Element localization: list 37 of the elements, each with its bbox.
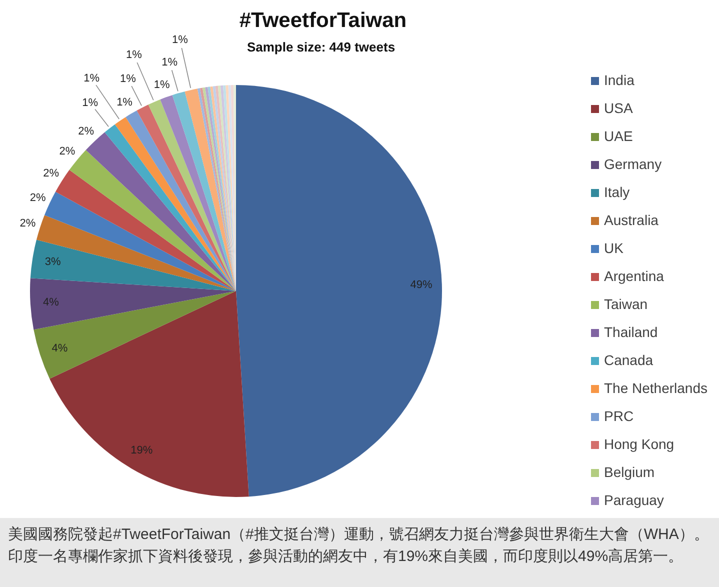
legend-label: USA (604, 100, 634, 116)
data-label: 49% (410, 279, 433, 292)
data-label: 1% (82, 96, 98, 109)
legend-label: The Netherlands (604, 380, 708, 396)
data-label: 2% (30, 192, 46, 204)
legend-label: Argentina (604, 268, 664, 284)
chart-subtitle: Sample size: 449 tweets (246, 40, 396, 55)
data-label: 2% (78, 125, 94, 138)
data-label: 2% (59, 145, 76, 158)
legend-label: India (604, 72, 635, 88)
legend-label: UK (604, 240, 624, 256)
data-label: 1% (162, 56, 178, 68)
legend-label: UAE (604, 128, 633, 144)
legend-label: Taiwan (604, 296, 648, 312)
data-label: 4% (52, 342, 68, 354)
legend-label: Hong Kong (604, 436, 674, 452)
legend-label: Australia (604, 212, 659, 228)
data-label: 1% (172, 34, 188, 46)
data-label: 19% (130, 444, 153, 457)
legend-label: Italy (604, 184, 630, 200)
legend-label: Germany (604, 156, 662, 172)
data-label: 2% (43, 168, 60, 180)
data-label: 3% (44, 256, 62, 268)
legend-label: Thailand (604, 324, 658, 340)
data-label: 1% (120, 72, 136, 85)
legend-label: PRC (604, 408, 634, 424)
legend-label: Canada (604, 352, 654, 368)
data-label: 1% (84, 72, 100, 84)
legend-label: Belgium (604, 464, 655, 480)
legend-label: Paraguay (604, 492, 664, 508)
text: 美國國務院發起#TweetForTaiwan（#推文挺台灣）運動，號召網友力挺台灣參與世界衛生大會（WHA）。印度一名專欄作家抓下資料後發現，參與活動的網友中，有19%來自美國，而印度則以49%高居第一。 (0, 518, 719, 587)
data-label: 1% (126, 49, 142, 62)
data-label: 4% (43, 296, 60, 309)
data-label: 1% (116, 96, 133, 109)
chart-title: #TweetforTaiwan (239, 8, 407, 32)
data-label: 2% (20, 217, 36, 230)
data-label: 1% (154, 78, 170, 91)
